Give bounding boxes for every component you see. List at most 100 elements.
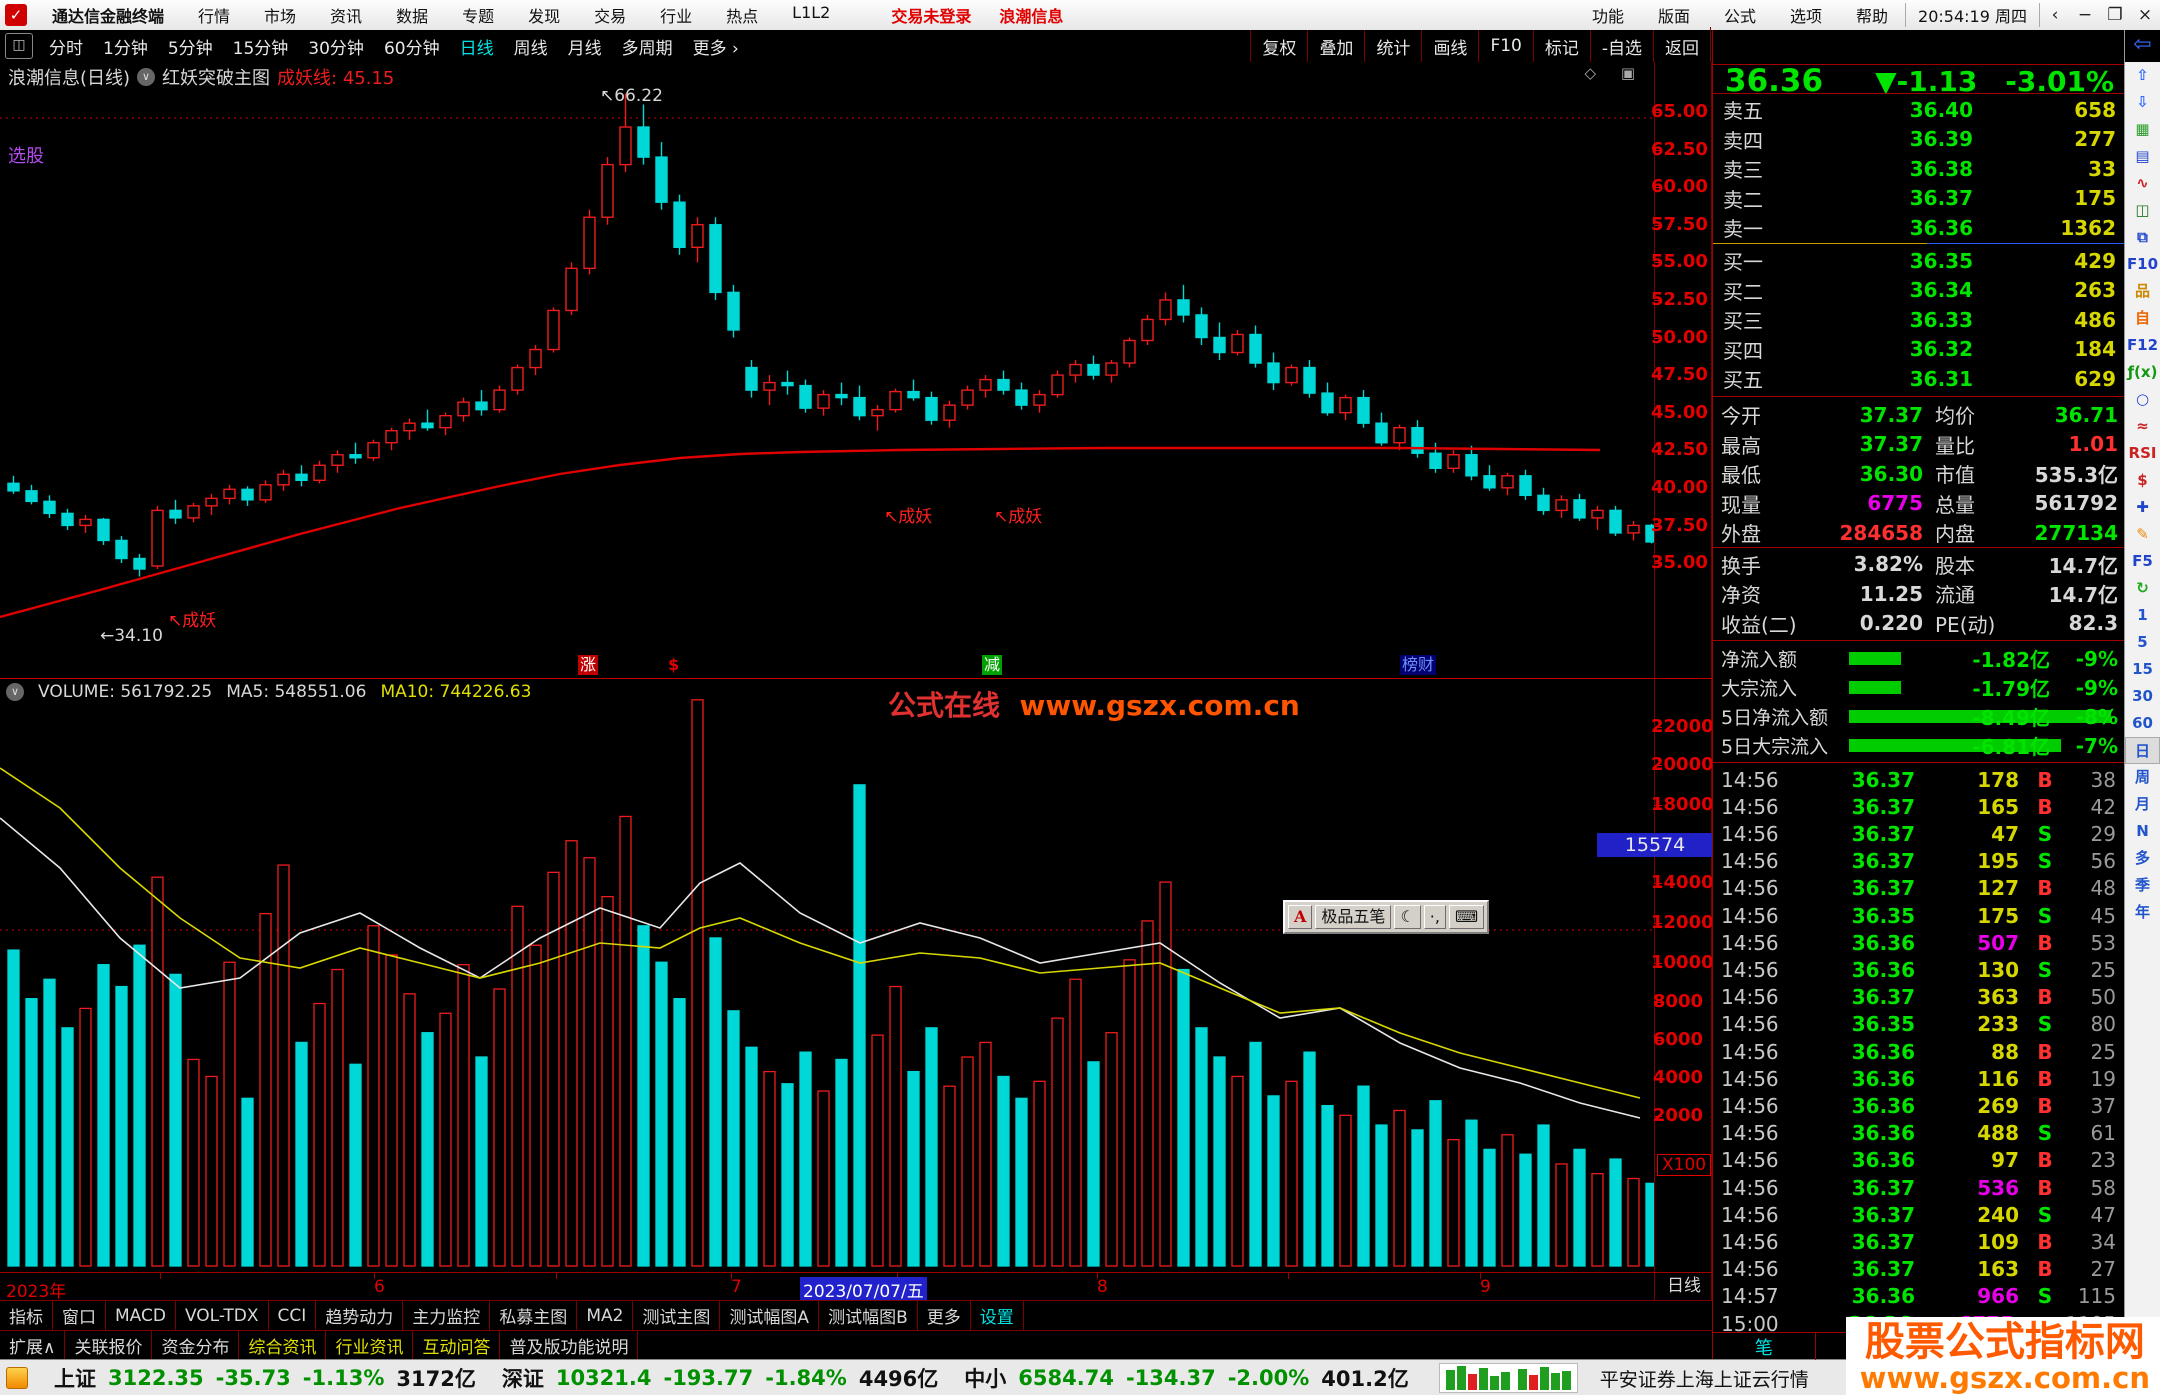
tick-tab-笔[interactable]: 笔 (1713, 1333, 1816, 1360)
ime-punct-button[interactable]: ·, (1423, 905, 1446, 929)
menu-item-专题[interactable]: 专题 (462, 7, 495, 26)
strip-icon-$[interactable]: $ (2137, 471, 2148, 489)
strip-icon-季[interactable]: 季 (2134, 876, 2150, 894)
menu-item-发现[interactable]: 发现 (528, 7, 561, 26)
strip-icon-周[interactable]: 周 (2134, 768, 2150, 786)
tab-趋势动力[interactable]: 趋势动力 (316, 1301, 404, 1330)
tab-设置[interactable]: 设置 (971, 1301, 1024, 1330)
strip-icon-⇩[interactable]: ⇩ (2136, 93, 2149, 111)
tab-窗口[interactable]: 窗口 (53, 1301, 106, 1330)
tab-CCI[interactable]: CCI (269, 1301, 317, 1330)
tab-关联报价[interactable]: 关联报价 (65, 1331, 153, 1359)
tab-测试幅图B[interactable]: 测试幅图B (819, 1301, 918, 1330)
strip-icon-↻[interactable]: ↻ (2136, 579, 2149, 597)
tab-VOL-TDX[interactable]: VOL-TDX (176, 1301, 269, 1330)
toolbar-button-复权[interactable]: 复权 (1250, 30, 1307, 62)
strip-icon-▦[interactable]: ▦ (2135, 120, 2150, 138)
tab-综合资讯[interactable]: 综合资讯 (239, 1331, 327, 1359)
toolbar-button-F10[interactable]: F10 (1478, 30, 1532, 62)
time-axis[interactable]: 日线 2023年 6 7 2023/07/07/五 8 9 (0, 1272, 1712, 1302)
strip-icon-60[interactable]: 60 (2132, 714, 2153, 732)
period-tab-15分钟[interactable]: 15分钟 (232, 38, 289, 59)
tab-MACD[interactable]: MACD (106, 1301, 176, 1330)
strip-icon-自[interactable]: 自 (2134, 309, 2150, 327)
chevron-down-icon[interactable]: ∨ (137, 68, 156, 86)
ime-toolbar[interactable]: A 极品五笔 ☾ ·, ⌨ (1283, 900, 1490, 934)
event-marker-减[interactable]: 减 (982, 655, 1003, 675)
period-tab-30分钟[interactable]: 30分钟 (308, 38, 364, 59)
strip-icon-年[interactable]: 年 (2134, 903, 2150, 921)
tab-测试幅图A[interactable]: 测试幅图A (720, 1301, 820, 1330)
strip-icon-日[interactable]: 日 (2125, 737, 2160, 764)
pane-corner-icons[interactable]: ◇ ▣ (1584, 64, 1645, 82)
toolbar-button-叠加[interactable]: 叠加 (1307, 30, 1364, 62)
strip-icon-品[interactable]: 品 (2134, 282, 2150, 300)
tab-主力监控[interactable]: 主力监控 (403, 1301, 491, 1330)
tab-普及版功能说明[interactable]: 普及版功能说明 (500, 1331, 639, 1359)
status-icon[interactable] (6, 1367, 28, 1389)
tab-行业资讯[interactable]: 行业资讯 (326, 1331, 414, 1359)
period-tab-5分钟[interactable]: 5分钟 (167, 38, 213, 59)
tab-扩展∧[interactable]: 扩展∧ (0, 1331, 66, 1359)
menu-item-L1L2[interactable]: L1L2 (792, 3, 831, 22)
tab-测试主图[interactable]: 测试主图 (633, 1301, 721, 1330)
ime-fullhalf-button[interactable]: ☾ (1394, 905, 1421, 929)
strip-icon-⧉[interactable]: ⧉ (2137, 228, 2148, 246)
event-marker-$[interactable]: $ (668, 655, 680, 674)
chevron-down-icon[interactable]: ∨ (6, 683, 24, 701)
strip-icon-5[interactable]: 5 (2137, 633, 2148, 651)
strip-icon-◫[interactable]: ◫ (2135, 201, 2150, 219)
toolbar-button-统计[interactable]: 统计 (1364, 30, 1421, 62)
menu-item-市场[interactable]: 市场 (264, 7, 297, 26)
menu-item-行情[interactable]: 行情 (198, 7, 231, 26)
strip-icon-F10[interactable]: F10 (2126, 255, 2159, 273)
mini-market-widget[interactable] (1438, 1363, 1578, 1393)
strip-icon-1[interactable]: 1 (2137, 606, 2148, 624)
strip-icon-F5[interactable]: F5 (2132, 552, 2153, 570)
menu-item-选项[interactable]: 选项 (1790, 7, 1823, 26)
period-tab-日线[interactable]: 日线 (459, 38, 494, 59)
strip-icon-≈[interactable]: ≈ (2136, 417, 2149, 435)
menu-item-热点[interactable]: 热点 (726, 7, 759, 26)
period-tab-月线[interactable]: 月线 (567, 38, 602, 59)
menu-item-资讯[interactable]: 资讯 (330, 7, 363, 26)
strip-icon-15[interactable]: 15 (2132, 660, 2153, 678)
ime-name-button[interactable]: 极品五笔 (1315, 905, 1392, 929)
menu-item-版面[interactable]: 版面 (1657, 7, 1690, 26)
ime-lang-button[interactable]: A (1288, 905, 1313, 929)
strip-icon-∿[interactable]: ∿ (2136, 174, 2149, 192)
tab-资金分布[interactable]: 资金分布 (152, 1331, 240, 1359)
strip-icon-⇧[interactable]: ⇧ (2136, 66, 2149, 84)
event-marker-榜财[interactable]: 榜财 (1400, 655, 1437, 675)
nav-back-button[interactable]: ‹ (2051, 5, 2059, 25)
tab-MA2[interactable]: MA2 (577, 1301, 634, 1330)
toolbar-button-画线[interactable]: 画线 (1421, 30, 1478, 62)
tab-互动问答[interactable]: 互动问答 (413, 1331, 501, 1359)
strip-icon-✚[interactable]: ✚ (2136, 498, 2149, 516)
menu-item-数据[interactable]: 数据 (396, 7, 429, 26)
strip-icon-多[interactable]: 多 (2134, 849, 2150, 867)
tab-私募主图[interactable]: 私募主图 (490, 1301, 578, 1330)
menu-item-行业[interactable]: 行业 (660, 7, 693, 26)
layout-icon[interactable]: ◫ (5, 33, 33, 59)
period-tab-周线[interactable]: 周线 (513, 38, 548, 59)
restore-button[interactable]: ❐ (2107, 5, 2123, 25)
strip-icon-RSI[interactable]: RSI (2128, 444, 2157, 462)
toolbar-button-标记[interactable]: 标记 (1532, 30, 1590, 62)
tab-指标[interactable]: 指标 (0, 1301, 53, 1330)
toolbar-button-返回[interactable]: 返回 (1653, 30, 1710, 62)
strip-icon-月[interactable]: 月 (2134, 795, 2150, 813)
chart-area[interactable]: 浪潮信息(日线) ∨ 红妖突破主图 成妖线: 45.15 ◇ ▣ 选股 ↖66.… (0, 62, 1714, 1302)
menu-item-交易[interactable]: 交易 (594, 7, 627, 26)
strip-icon-ƒ(x)[interactable]: ƒ(x) (2127, 363, 2158, 381)
tab-更多[interactable]: 更多 (918, 1301, 971, 1330)
period-tab-分时[interactable]: 分时 (49, 38, 83, 59)
menu-item-公式[interactable]: 公式 (1724, 7, 1757, 26)
app-logo-icon[interactable]: ✓ (5, 4, 27, 26)
strip-icon-▤[interactable]: ▤ (2135, 147, 2150, 165)
period-tab-更多 ›[interactable]: 更多 › (692, 38, 739, 59)
back-icon[interactable]: ⇦ (2125, 30, 2160, 62)
event-marker-涨[interactable]: 涨 (578, 655, 599, 675)
strip-icon-F12[interactable]: F12 (2126, 336, 2159, 354)
strip-icon-✎[interactable]: ✎ (2136, 525, 2149, 543)
